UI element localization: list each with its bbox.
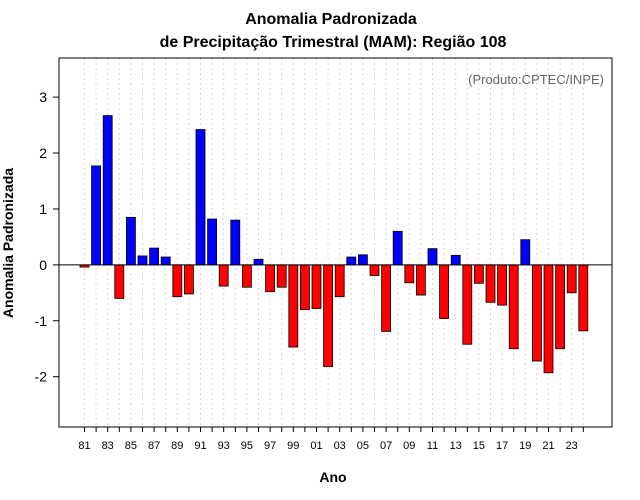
bar-1998 bbox=[276, 264, 287, 288]
bar-1997 bbox=[265, 264, 276, 293]
bar-1996 bbox=[253, 258, 264, 266]
bar-1999 bbox=[288, 264, 299, 348]
bar-1994 bbox=[230, 219, 241, 266]
x-tick-label: 01 bbox=[310, 440, 322, 452]
x-axis: 81 83 85 87 89 91 93 95 97 99 01 03 05 07 09 11 13 15 17 19… bbox=[78, 427, 584, 452]
bar-2011 bbox=[427, 248, 438, 266]
x-tick-label: 21 bbox=[542, 440, 554, 452]
y-axis-label: Anomalia Padronizada bbox=[0, 168, 16, 318]
bars bbox=[79, 115, 589, 374]
bar-1986 bbox=[137, 255, 148, 266]
bar-2002 bbox=[323, 264, 334, 368]
x-axis-label: Ano bbox=[319, 469, 346, 485]
bar-2013 bbox=[450, 254, 461, 266]
x-tick-label: 07 bbox=[380, 440, 392, 452]
bar-2001 bbox=[311, 264, 322, 309]
bar-2014 bbox=[462, 264, 473, 345]
x-tick-label: 97 bbox=[264, 440, 276, 452]
bar-2018 bbox=[508, 264, 519, 350]
x-tick-label: 81 bbox=[78, 440, 90, 452]
x-tick-label: 87 bbox=[148, 440, 160, 452]
bar-1984 bbox=[114, 264, 125, 299]
bar-1985 bbox=[126, 216, 136, 266]
bar-1987 bbox=[149, 247, 160, 266]
y-tick-label: 3 bbox=[39, 89, 47, 105]
y-axis: -2 -1 0 1 2 3 bbox=[35, 89, 59, 385]
bar-2021 bbox=[543, 264, 554, 374]
bar-2004 bbox=[346, 256, 357, 266]
bar-2008 bbox=[392, 230, 403, 266]
y-tick-label: 2 bbox=[39, 145, 47, 161]
bar-2005 bbox=[357, 254, 368, 266]
x-tick-label: 93 bbox=[218, 440, 230, 452]
x-tick-label: 99 bbox=[287, 440, 299, 452]
x-tick-label: 15 bbox=[473, 440, 485, 452]
chart-title: Anomalia Padronizada bbox=[245, 11, 417, 28]
x-tick-label: 95 bbox=[241, 440, 253, 452]
x-tick-label: 09 bbox=[403, 440, 415, 452]
plot-frame bbox=[58, 57, 613, 428]
bar-2010 bbox=[415, 264, 426, 296]
bar-2007 bbox=[381, 264, 392, 332]
bar-2019 bbox=[520, 239, 531, 266]
x-tick-label: 91 bbox=[194, 440, 206, 452]
bar-2009 bbox=[404, 264, 415, 284]
x-tick-label: 19 bbox=[519, 440, 531, 452]
bar-2023 bbox=[566, 264, 577, 294]
y-tick-label: -1 bbox=[35, 313, 48, 329]
x-tick-label: 13 bbox=[450, 440, 462, 452]
y-tick-label: 1 bbox=[39, 201, 47, 217]
y-tick-label: -2 bbox=[35, 369, 48, 385]
bar-1993 bbox=[218, 264, 229, 287]
bar-1982 bbox=[91, 165, 101, 266]
bar-2012 bbox=[439, 264, 450, 319]
y-tick-label: 0 bbox=[39, 257, 47, 273]
grid-lines bbox=[84, 58, 584, 427]
x-tick-label: 03 bbox=[334, 440, 346, 452]
bar-1988 bbox=[160, 256, 171, 266]
bar-2024 bbox=[578, 264, 589, 332]
bar-2016 bbox=[485, 264, 496, 303]
bar-2022 bbox=[555, 264, 565, 350]
source-credit: (Produto:CPTEC/INPE) bbox=[468, 72, 604, 87]
x-tick-label: 85 bbox=[125, 440, 137, 452]
bar-2020 bbox=[532, 264, 542, 362]
bar-1991 bbox=[195, 129, 206, 266]
x-tick-label: 05 bbox=[357, 440, 369, 452]
bar-2017 bbox=[497, 264, 508, 306]
bar-1990 bbox=[183, 264, 194, 295]
bar-1989 bbox=[172, 264, 183, 298]
x-tick-label: 11 bbox=[427, 440, 438, 452]
bar-1992 bbox=[207, 218, 218, 266]
x-tick-label: 89 bbox=[171, 440, 183, 452]
chart-subtitle: de Precipitação Trimestral (MAM): Região… bbox=[160, 34, 507, 51]
bar-1995 bbox=[241, 264, 252, 288]
bar-2006 bbox=[369, 264, 380, 276]
bar-2015 bbox=[473, 264, 484, 284]
x-tick-label: 83 bbox=[102, 440, 114, 452]
x-tick-label: 17 bbox=[496, 440, 508, 452]
x-tick-label: 23 bbox=[566, 440, 578, 452]
bar-2000 bbox=[299, 264, 310, 310]
bar-1983 bbox=[102, 115, 113, 266]
bar-2003 bbox=[334, 264, 345, 298]
